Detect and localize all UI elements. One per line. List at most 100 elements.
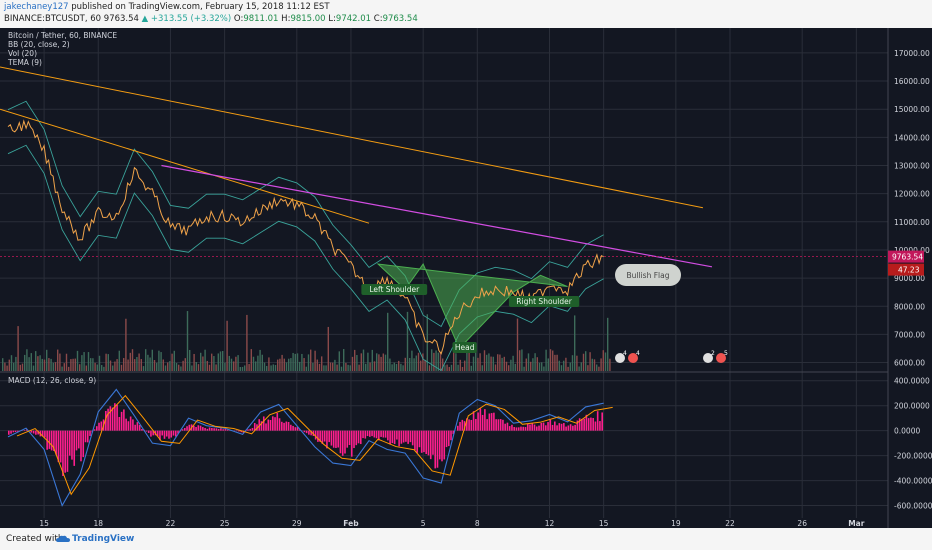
macd-y-tick-label: 200.0000 <box>894 402 930 411</box>
macd-histogram-bar <box>490 413 493 431</box>
volume-bar <box>233 361 235 371</box>
volume-bar <box>175 362 178 371</box>
volume-bar <box>488 353 490 371</box>
macd-histogram-bar <box>484 409 486 431</box>
volume-bar <box>349 365 351 371</box>
macd-histogram-bar <box>211 427 213 431</box>
volume-bar <box>147 354 149 371</box>
macd-histogram-bar <box>511 424 513 431</box>
volume-bar <box>87 352 90 371</box>
macd-histogram-bar <box>326 430 328 449</box>
macd-histogram-bar <box>508 426 511 431</box>
volume-bar <box>6 365 8 371</box>
macd-histogram-bar <box>37 430 39 435</box>
macd-histogram-bar <box>551 424 554 431</box>
volume-bar <box>444 365 446 371</box>
volume-bar <box>365 363 367 371</box>
macd-histogram-bar <box>414 430 416 451</box>
volume-bar <box>470 365 472 371</box>
macd-histogram-bar <box>569 424 572 431</box>
macd-histogram-bar <box>517 427 520 431</box>
macd-histogram-bar <box>186 426 188 431</box>
volume-bar <box>574 315 576 371</box>
macd-histogram-bar <box>82 430 85 458</box>
price-chart[interactable]: 17000.00 16000.00 15000.00 14000.00 13000.00… <box>0 28 932 528</box>
volume-bar <box>604 352 607 371</box>
volume-bar <box>274 364 277 371</box>
volume-bar <box>420 360 422 371</box>
volume-bar <box>303 358 305 371</box>
tradingview-link[interactable]: TradingView <box>72 534 135 544</box>
volume-bar <box>439 351 442 371</box>
volume-bar <box>494 364 497 371</box>
macd-histogram-bar <box>554 421 556 431</box>
macd-histogram-bar <box>402 430 405 443</box>
volume-bar <box>248 363 250 371</box>
volume-bar <box>512 355 514 371</box>
macd-histogram-bar <box>596 411 599 431</box>
macd-histogram-bar <box>540 422 543 431</box>
macd-y-tick-label: -200.0000 <box>894 452 932 461</box>
macd-histogram-bar <box>317 430 319 442</box>
volume-bar <box>371 349 373 371</box>
volume-bar <box>591 358 593 371</box>
volume-bar <box>63 363 65 371</box>
macd-histogram-bar <box>57 430 60 463</box>
volume-bar <box>32 365 35 371</box>
volume-bar <box>497 354 499 371</box>
macd-histogram-bar <box>486 419 488 431</box>
volume-bar <box>72 358 74 371</box>
macd-histogram-bar <box>547 422 549 431</box>
macd-histogram-bar <box>50 430 53 451</box>
volume-bar <box>54 362 57 371</box>
author-link[interactable]: jakechaney127 <box>4 2 69 12</box>
macd-histogram-bar <box>165 430 168 437</box>
volume-bar <box>257 355 259 371</box>
volume-bar <box>585 351 587 371</box>
volume-bar <box>567 366 569 371</box>
macd-histogram-bar <box>366 430 369 437</box>
macd-histogram-bar <box>504 423 506 431</box>
volume-bar <box>46 349 48 371</box>
macd-histogram-bar <box>425 430 428 455</box>
macd-histogram-bar <box>26 429 28 431</box>
volume-bar <box>109 360 112 371</box>
volume-bar <box>24 354 26 371</box>
volume-bar <box>433 352 435 371</box>
macd-histogram-bar <box>132 419 134 431</box>
y-tick-label: 8000.00 <box>894 302 925 311</box>
macd-histogram-bar <box>238 430 240 432</box>
x-tick-label: 18 <box>93 519 103 528</box>
macd-histogram-bar <box>10 430 12 434</box>
macd-histogram-bar <box>418 430 421 448</box>
volume-bar <box>501 357 503 371</box>
macd-histogram-bar <box>183 428 186 431</box>
volume-bar <box>477 357 479 371</box>
volume-bar <box>409 357 411 371</box>
event-badge <box>703 353 713 363</box>
volume-bar <box>283 358 285 371</box>
volume-bar <box>367 352 369 371</box>
volume-bar <box>215 364 217 371</box>
volume-bar <box>180 366 182 371</box>
volume-bar <box>547 358 549 371</box>
macd-histogram-bar <box>369 430 371 437</box>
volume-bar <box>424 359 426 371</box>
macd-y-tick-label: -400.0000 <box>894 477 932 486</box>
macd-histogram-bar <box>100 421 103 431</box>
volume-bar <box>81 355 83 371</box>
macd-histogram-bar <box>549 419 552 431</box>
footer-bar: Created with TradingView <box>0 528 932 550</box>
volume-bar <box>173 350 175 371</box>
volume-bar <box>290 358 292 371</box>
macd-histogram-bar <box>278 418 281 431</box>
macd-histogram-bar <box>193 425 195 431</box>
volume-bar <box>41 358 43 371</box>
volume-bar <box>415 355 417 371</box>
volume-bar <box>552 350 554 371</box>
y-tick-label: 15000.00 <box>894 105 930 114</box>
volume-bar <box>101 365 103 371</box>
volume-bar <box>123 358 125 371</box>
volume-bar <box>120 364 123 371</box>
macd-histogram-bar <box>147 430 150 434</box>
